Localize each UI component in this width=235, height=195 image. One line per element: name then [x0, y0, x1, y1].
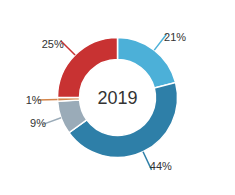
svg-text:21%: 21% [164, 31, 186, 43]
svg-text:1%: 1% [26, 94, 42, 106]
svg-text:2019: 2019 [97, 88, 137, 108]
svg-text:9%: 9% [30, 117, 46, 129]
svg-text:25%: 25% [42, 38, 64, 50]
svg-text:44%: 44% [150, 160, 172, 172]
